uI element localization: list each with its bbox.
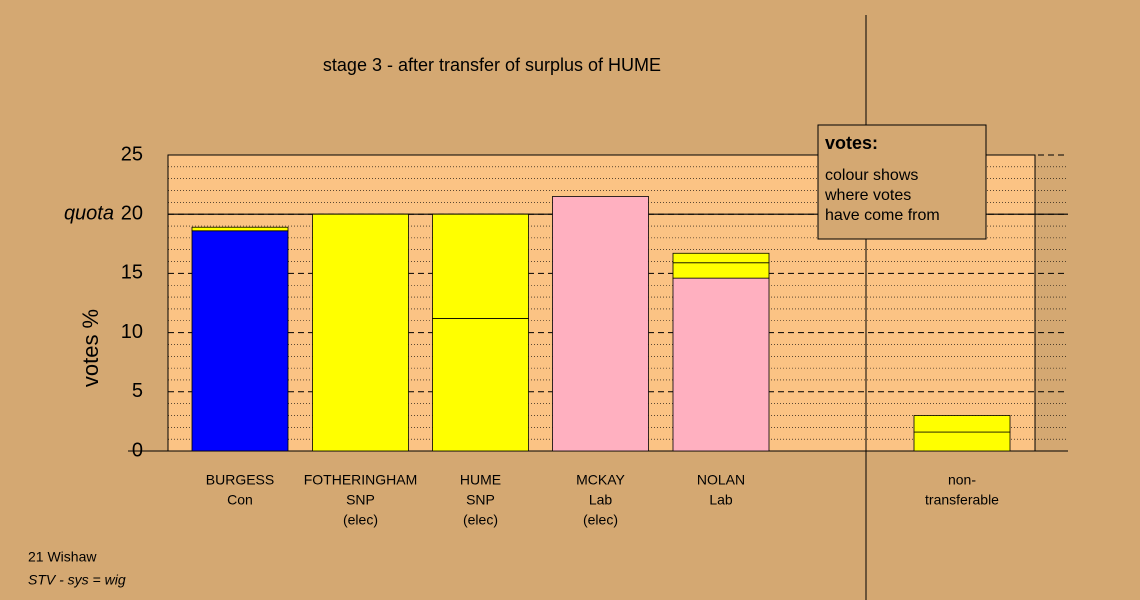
y-tick-label: 0 (132, 439, 143, 461)
bar-segment (672, 277, 770, 452)
bar-segment (672, 262, 770, 279)
y-axis-label: votes % (78, 309, 103, 387)
x-tick-label: BURGESS (206, 472, 274, 488)
y-tick-label: 25 (121, 143, 143, 165)
y-tick-label: 5 (132, 380, 143, 402)
x-tick-label: non- (948, 472, 976, 488)
footer-area: 21 Wishaw (28, 549, 97, 565)
y-tick-label: 20 (121, 202, 143, 224)
legend: votes: colour shows where votes have com… (817, 124, 987, 240)
footer-system: STV - sys = wig (28, 572, 126, 588)
bar-segment (432, 213, 529, 319)
bar-segment (191, 230, 289, 452)
x-tick-label: HUME (460, 472, 501, 488)
legend-text: have come from (825, 207, 940, 224)
bar-segment (913, 415, 1011, 433)
quota-label: quota (64, 202, 114, 224)
x-tick-label: (elec) (583, 512, 618, 528)
bars (191, 196, 1011, 452)
y-tick-label: 10 (121, 321, 143, 343)
legend-text: colour shows (825, 167, 918, 184)
bar-segment (312, 213, 409, 452)
x-tick-label: MCKAY (576, 472, 625, 488)
bar-segment (432, 317, 529, 452)
bar-segment (191, 226, 289, 232)
x-tick-label: (elec) (463, 512, 498, 528)
legend-title: votes: (825, 133, 878, 153)
x-tick-label: Con (227, 492, 253, 508)
legend-box (817, 124, 987, 240)
x-tick-label: (elec) (343, 512, 378, 528)
y-tick-label: 15 (121, 262, 143, 284)
x-tick-label: FOTHERINGHAM (304, 472, 418, 488)
x-tick-label: Lab (709, 492, 733, 508)
x-tick-label: SNP (346, 492, 375, 508)
bar-segment (672, 252, 770, 264)
x-tick-label: NOLAN (697, 472, 745, 488)
x-tick-label: Lab (589, 492, 613, 508)
x-tick-label: SNP (466, 492, 495, 508)
bar-segment (552, 196, 649, 452)
x-tick-label: transferable (925, 492, 999, 508)
chart-title: stage 3 - after transfer of surplus of H… (323, 55, 661, 75)
bar-segment (913, 431, 1011, 452)
legend-text: where votes (824, 187, 911, 204)
